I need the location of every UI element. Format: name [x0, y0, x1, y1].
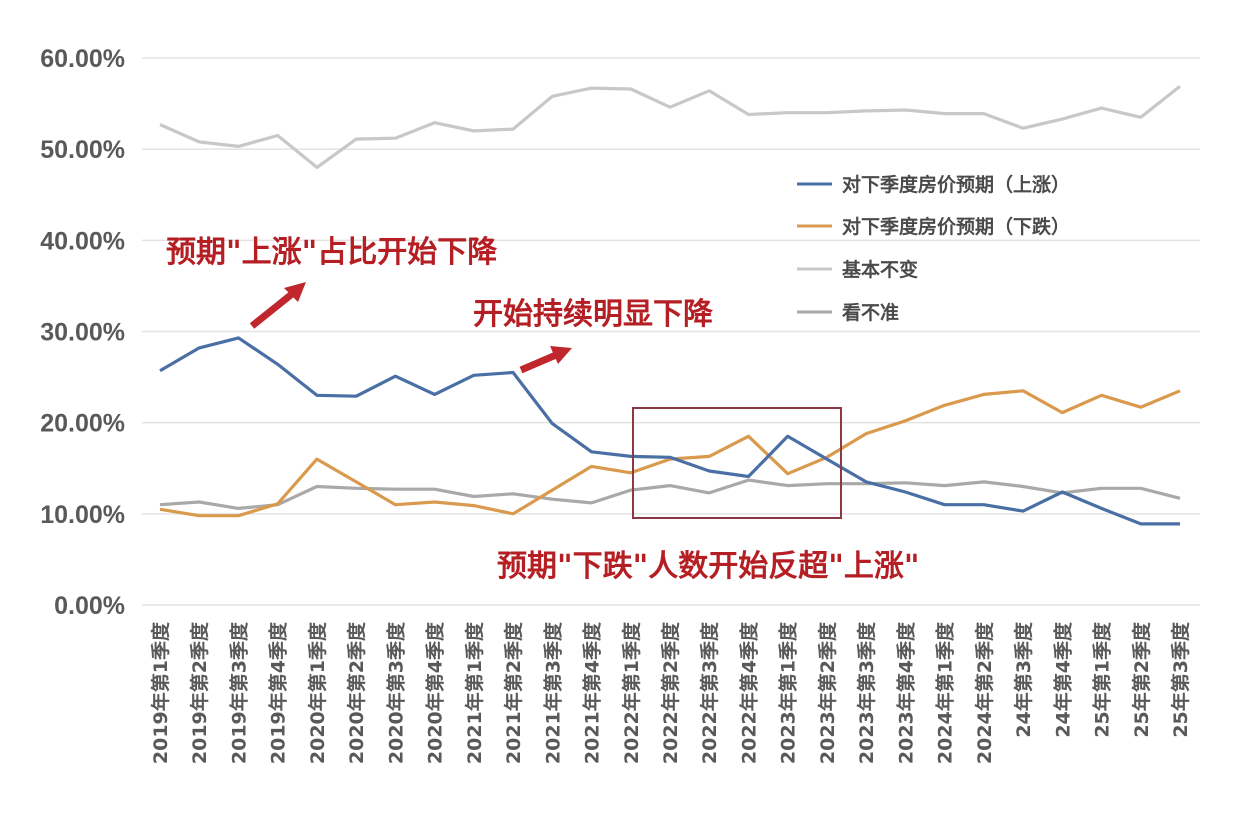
- y-tick-label: 50.00%: [40, 136, 125, 164]
- x-tick-label: 2022年第3季度: [698, 621, 721, 764]
- y-tick-label: 40.00%: [40, 227, 125, 255]
- series-line-2: [159, 85, 1181, 169]
- y-tick-label: 20.00%: [40, 410, 125, 438]
- x-tick-label: 2019年第2季度: [188, 621, 211, 764]
- x-tick-label: 24年第4季度: [1051, 621, 1074, 738]
- x-tick-label: 2021年第4季度: [581, 621, 604, 764]
- annotation-fall-overtakes-rise: 预期"下跌"人数开始反超"上涨": [497, 549, 920, 584]
- x-tick-label: 25年第3季度: [1169, 621, 1192, 738]
- x-tick-label: 2022年第2季度: [659, 621, 682, 764]
- x-tick-label: 2023年第3季度: [855, 621, 878, 764]
- x-tick-label: 2019年第3季度: [227, 621, 250, 764]
- x-tick-label: 2021年第3季度: [541, 621, 564, 764]
- x-tick-label: 24年第3季度: [1012, 621, 1035, 738]
- x-tick-label: 2020年第2季度: [345, 621, 368, 764]
- x-tick-label: 2024年第1季度: [934, 621, 957, 764]
- legend-label-rise: 对下季度房价预期（上涨）: [842, 173, 1070, 196]
- series-line-1: [159, 389, 1181, 518]
- series-line-3: [159, 478, 1181, 510]
- annotation-continued-decline: 开始持续明显下降: [473, 297, 714, 332]
- gridlines: [142, 57, 1200, 606]
- x-tick-label: 2024年第2季度: [973, 621, 996, 764]
- y-tick-label: 60.00%: [40, 45, 125, 73]
- y-axis-labels: 0.00% 10.00% 20.00% 30.00% 40.00% 50.00% 60.00…: [40, 45, 125, 620]
- x-tick-label: 2021年第1季度: [463, 621, 486, 764]
- legend-label-fall: 对下季度房价预期（下跌）: [842, 215, 1070, 238]
- legend: 对下季度房价预期（上涨） 对下季度房价预期（下跌） 基本不变 看不准: [797, 173, 1070, 324]
- x-tick-label: 2020年第1季度: [306, 621, 329, 764]
- x-tick-label: 25年第2季度: [1130, 621, 1153, 738]
- legend-label-uncertain: 看不准: [841, 302, 899, 324]
- y-tick-label: 30.00%: [40, 319, 125, 347]
- series-line-0: [159, 336, 1180, 526]
- x-tick-label: 2022年第1季度: [620, 621, 643, 764]
- y-tick-label: 0.00%: [54, 592, 125, 620]
- annotation-rise-decline: 预期"上涨"占比开始下降: [166, 235, 498, 270]
- x-tick-label: 2023年第1季度: [777, 621, 800, 764]
- x-tick-label: 2019年第1季度: [149, 621, 172, 764]
- series-lines: [159, 85, 1181, 526]
- x-tick-label: 2019年第4季度: [267, 621, 290, 764]
- arrow-icon: [519, 346, 572, 374]
- x-axis-labels: 2019年第1季度 2019年第2季度 2019年第3季度 2019年第4季度 2020…: [149, 621, 1192, 764]
- x-tick-label: 2023年第4季度: [894, 621, 917, 764]
- x-tick-label: 25年第1季度: [1091, 621, 1114, 738]
- arrow-icon: [249, 282, 306, 329]
- x-tick-label: 2020年第3季度: [384, 621, 407, 764]
- highlight-box: [632, 407, 842, 519]
- y-tick-label: 10.00%: [40, 501, 125, 529]
- x-tick-label: 2023年第2季度: [816, 621, 839, 764]
- x-tick-label: 2022年第4季度: [737, 621, 760, 764]
- x-tick-label: 2021年第2季度: [502, 621, 525, 764]
- x-tick-label: 2020年第4季度: [424, 621, 447, 764]
- legend-label-unchanged: 基本不变: [841, 258, 918, 281]
